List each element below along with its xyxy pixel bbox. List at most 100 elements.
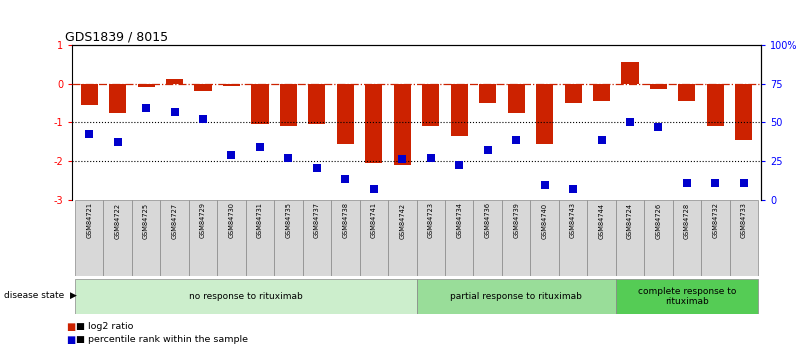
Point <box>595 137 608 143</box>
Bar <box>559 200 587 276</box>
Bar <box>565 84 582 103</box>
Bar <box>132 200 160 276</box>
Text: complete response to
rituximab: complete response to rituximab <box>638 287 736 306</box>
Point <box>311 166 324 171</box>
Bar <box>473 200 502 276</box>
Point <box>225 153 238 158</box>
Point <box>139 105 152 110</box>
Bar <box>422 84 439 126</box>
Point <box>425 155 437 161</box>
Bar <box>394 84 411 165</box>
Bar <box>479 84 497 103</box>
Bar <box>81 84 98 105</box>
Bar <box>365 84 382 163</box>
Text: GSM84734: GSM84734 <box>457 203 462 238</box>
Text: GSM84740: GSM84740 <box>541 203 548 238</box>
Text: GSM84725: GSM84725 <box>143 203 149 238</box>
Bar <box>336 84 354 144</box>
Bar <box>360 200 388 276</box>
Text: GSM84743: GSM84743 <box>570 203 576 238</box>
Bar <box>417 279 616 314</box>
Bar <box>280 84 297 126</box>
Text: ■: ■ <box>66 322 76 332</box>
Bar <box>246 200 274 276</box>
Bar <box>252 84 268 125</box>
Bar <box>644 200 673 276</box>
Bar <box>451 84 468 136</box>
Point <box>681 180 694 185</box>
Text: partial response to rituximab: partial response to rituximab <box>450 292 582 301</box>
Point <box>624 119 637 125</box>
Bar <box>303 200 331 276</box>
Text: GSM84733: GSM84733 <box>741 203 747 238</box>
Text: GSM84731: GSM84731 <box>257 203 263 238</box>
Text: disease state  ▶: disease state ▶ <box>4 290 77 299</box>
Text: ■ log2 ratio: ■ log2 ratio <box>76 322 134 331</box>
Point <box>738 180 751 185</box>
Bar <box>536 84 553 144</box>
Point <box>254 144 267 149</box>
Bar <box>103 200 132 276</box>
Text: GSM84726: GSM84726 <box>655 203 662 238</box>
Bar <box>587 200 616 276</box>
Text: GSM84741: GSM84741 <box>371 203 376 238</box>
Text: ■: ■ <box>66 335 76 345</box>
Point <box>339 176 352 181</box>
Point <box>481 148 494 153</box>
Text: GSM84732: GSM84732 <box>712 203 718 238</box>
Text: GSM84722: GSM84722 <box>115 203 121 238</box>
Bar <box>160 200 189 276</box>
Bar <box>75 279 417 314</box>
Bar <box>673 200 701 276</box>
Bar <box>217 200 246 276</box>
Bar <box>530 200 559 276</box>
Bar <box>388 200 417 276</box>
Bar <box>650 84 667 89</box>
Text: GSM84737: GSM84737 <box>314 203 320 238</box>
Point <box>368 186 380 192</box>
Text: no response to rituximab: no response to rituximab <box>189 292 303 301</box>
Point <box>282 155 295 161</box>
Bar <box>138 84 155 87</box>
Bar <box>730 200 758 276</box>
Bar <box>109 84 127 113</box>
Bar <box>75 200 103 276</box>
Bar <box>417 200 445 276</box>
Bar <box>189 200 217 276</box>
Text: GSM84744: GSM84744 <box>598 203 605 238</box>
Point <box>453 162 465 168</box>
Text: GSM84742: GSM84742 <box>399 203 405 238</box>
Bar <box>622 62 638 84</box>
Point <box>709 180 722 185</box>
Text: GSM84728: GSM84728 <box>684 203 690 238</box>
Bar <box>508 84 525 113</box>
Point <box>111 139 124 145</box>
Bar <box>445 200 473 276</box>
Bar <box>274 200 303 276</box>
Bar <box>166 79 183 84</box>
Point <box>168 109 181 115</box>
Bar <box>502 200 530 276</box>
Bar <box>735 84 752 140</box>
Text: GSM84721: GSM84721 <box>87 203 92 238</box>
Text: GSM84723: GSM84723 <box>428 203 434 238</box>
Text: GSM84735: GSM84735 <box>285 203 292 238</box>
Text: GSM84724: GSM84724 <box>627 203 633 238</box>
Bar <box>701 200 730 276</box>
Point <box>396 157 409 162</box>
Bar <box>706 84 724 126</box>
Bar <box>593 84 610 101</box>
Point <box>83 131 95 137</box>
Bar <box>616 200 644 276</box>
Text: GSM84730: GSM84730 <box>228 203 235 238</box>
Bar <box>223 84 240 86</box>
Text: GSM84736: GSM84736 <box>485 203 491 238</box>
Bar <box>308 84 325 125</box>
Text: GSM84727: GSM84727 <box>171 203 178 238</box>
Point <box>538 182 551 187</box>
Bar <box>331 200 360 276</box>
Point <box>509 137 522 143</box>
Point <box>566 186 579 192</box>
Point <box>196 117 209 122</box>
Point <box>652 125 665 130</box>
